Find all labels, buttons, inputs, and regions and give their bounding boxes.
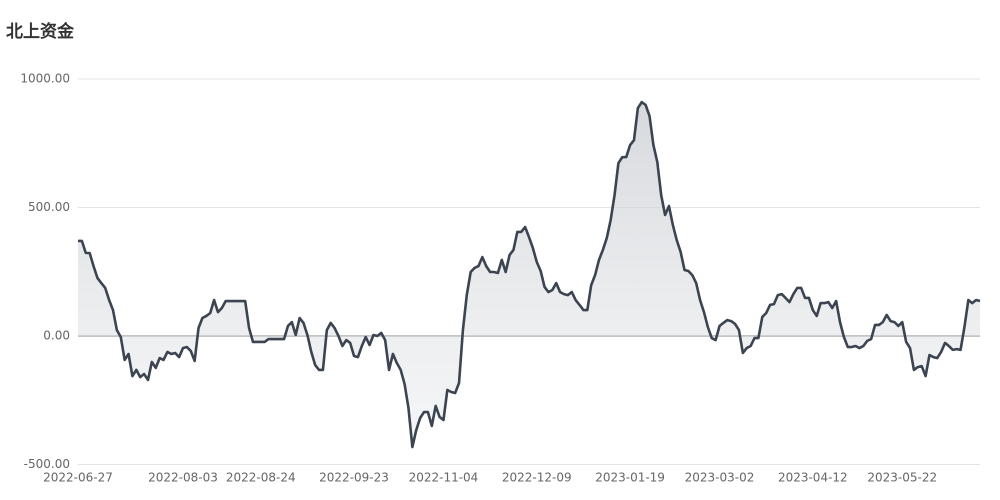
y-tick-label: 0.00 bbox=[43, 329, 70, 343]
y-tick-label: -500.00 bbox=[24, 457, 70, 471]
x-tick-label: 2022-12-09 bbox=[502, 471, 572, 485]
line bbox=[78, 100, 981, 449]
x-tick-label: 2022-11-04 bbox=[409, 471, 479, 485]
x-tick-label: 2023-05-22 bbox=[867, 471, 937, 485]
y-tick-label: 500.00 bbox=[28, 200, 70, 214]
y-tick-label: 1000.00 bbox=[20, 72, 70, 86]
x-tick-label: 2023-01-19 bbox=[595, 471, 665, 485]
x-tick-label: 2023-03-02 bbox=[685, 471, 755, 485]
x-tick-label: 2022-08-24 bbox=[226, 471, 296, 485]
x-tick-label: 2023-04-12 bbox=[778, 471, 848, 485]
x-tick-label: 2022-09-23 bbox=[319, 471, 389, 485]
area bbox=[78, 102, 980, 448]
x-tick-label: 2022-08-03 bbox=[148, 471, 218, 485]
chart-title: 北上资金 bbox=[6, 21, 75, 42]
x-tick-label: 2022-06-27 bbox=[43, 471, 113, 485]
